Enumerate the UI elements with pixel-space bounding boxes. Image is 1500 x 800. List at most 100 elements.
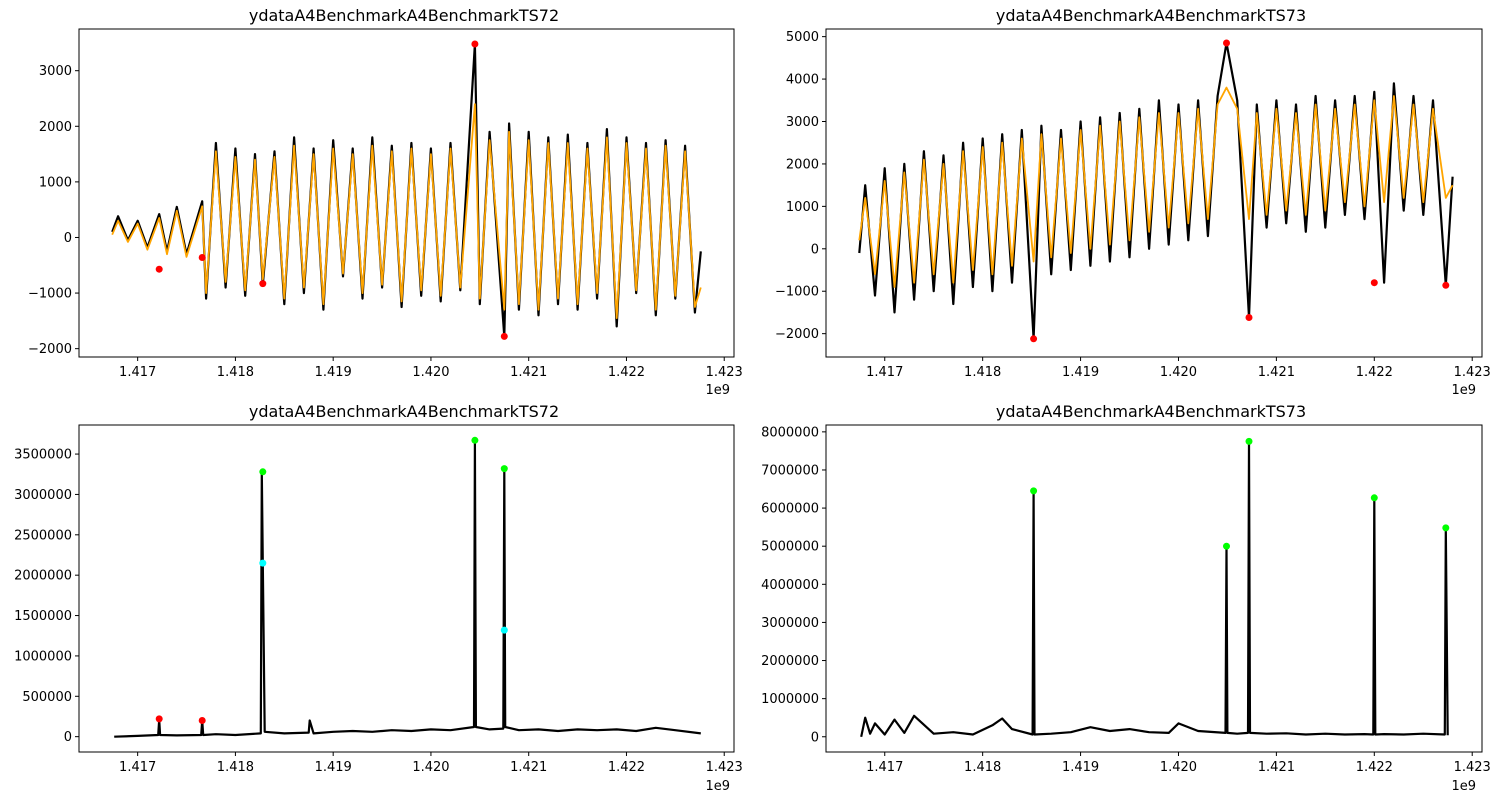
x-tick-label: 1.420 xyxy=(1160,760,1197,775)
x-tick-label: 1.418 xyxy=(217,760,254,775)
axes-frame xyxy=(78,424,735,753)
anomaly-marker xyxy=(1442,281,1450,289)
y-tick-label: 0 xyxy=(64,231,72,246)
anomaly-marker xyxy=(471,436,479,444)
y-tick-label: 1000 xyxy=(786,200,819,215)
y-tick-label: 3000000 xyxy=(761,616,819,631)
series-line-0 xyxy=(114,439,701,738)
y-tick-label: 7000000 xyxy=(761,463,819,478)
chart-panel-ts73-original: ydataA4BenchmarkA4BenchmarkTS73 1e9 1.41… xyxy=(775,6,1491,398)
y-tick-label: −2000 xyxy=(28,342,72,357)
y-tick-label: 1000 xyxy=(39,175,72,190)
y-tick-label: 2000 xyxy=(786,157,819,172)
x-tick-label: 1.421 xyxy=(1258,365,1295,380)
anomaly-marker xyxy=(1223,542,1230,550)
series-line-0 xyxy=(860,440,1449,738)
y-tick-label: 6000000 xyxy=(761,502,819,517)
y-tick-label: −1000 xyxy=(28,287,72,302)
y-tick-label: 1000000 xyxy=(761,692,819,707)
anomaly-marker xyxy=(500,626,508,634)
x-offset-label: 1e9 xyxy=(1451,383,1476,398)
series-line-1 xyxy=(858,86,1454,288)
y-tick-label: 4000000 xyxy=(761,578,819,593)
y-tick-label: 1000000 xyxy=(14,649,72,664)
x-tick-label: 1.418 xyxy=(217,365,254,380)
series-line-0 xyxy=(111,42,702,338)
axes-frame xyxy=(78,28,735,358)
chart-panel-ts72-score: ydataA4BenchmarkA4BenchmarkTS72 1e9 1.41… xyxy=(14,402,743,794)
x-tick-label: 1.417 xyxy=(866,365,903,380)
y-tick-label: 2000000 xyxy=(761,654,819,669)
anomaly-marker xyxy=(1223,39,1230,47)
chart-panel-ts73-score: ydataA4BenchmarkA4BenchmarkTS73 1e9 1.41… xyxy=(761,402,1491,794)
x-tick-label: 1.417 xyxy=(119,760,156,775)
anomaly-marker xyxy=(198,717,206,724)
series-line-1 xyxy=(111,103,702,320)
x-tick-label: 1.423 xyxy=(706,760,743,775)
y-tick-label: −2000 xyxy=(775,327,819,342)
axes-frame xyxy=(825,424,1483,753)
x-tick-label: 1.422 xyxy=(1356,760,1393,775)
x-tick-label: 1.419 xyxy=(315,365,352,380)
y-tick-label: 0 xyxy=(811,242,819,257)
x-tick-label: 1.419 xyxy=(1062,760,1099,775)
x-tick-label: 1.423 xyxy=(1454,365,1491,380)
y-tick-label: 5000000 xyxy=(761,540,819,555)
anomaly-marker xyxy=(155,265,163,273)
anomaly-marker xyxy=(1442,524,1450,532)
y-tick-label: 3000000 xyxy=(14,488,72,503)
anomaly-marker xyxy=(500,465,508,473)
anomaly-marker xyxy=(155,715,163,723)
x-tick-label: 1.423 xyxy=(706,365,743,380)
anomaly-marker xyxy=(198,254,206,261)
anomaly-marker xyxy=(1245,314,1253,321)
x-tick-label: 1.419 xyxy=(315,760,352,775)
x-offset-label: 1e9 xyxy=(1451,779,1476,794)
x-tick-label: 1.417 xyxy=(866,760,903,775)
anomaly-marker xyxy=(1370,494,1378,502)
y-tick-label: 2500000 xyxy=(14,528,72,543)
y-tick-label: 500000 xyxy=(22,690,72,705)
anomaly-marker xyxy=(1030,335,1038,343)
x-tick-label: 1.420 xyxy=(1160,365,1197,380)
x-tick-label: 1.422 xyxy=(1356,365,1393,380)
chart-title: ydataA4BenchmarkA4BenchmarkTS72 xyxy=(249,6,559,25)
anomaly-marker xyxy=(1370,279,1378,287)
y-tick-label: −1000 xyxy=(775,285,819,300)
chart-panel-ts72-original: ydataA4BenchmarkA4BenchmarkTS72 1e9 1.41… xyxy=(28,6,743,398)
x-tick-label: 1.423 xyxy=(1454,760,1491,775)
anomaly-marker xyxy=(259,468,267,476)
y-tick-label: 0 xyxy=(64,730,72,745)
x-tick-label: 1.422 xyxy=(608,760,645,775)
x-tick-label: 1.417 xyxy=(119,365,156,380)
anomaly-marker xyxy=(1030,487,1038,495)
anomaly-marker xyxy=(471,40,479,48)
x-tick-label: 1.421 xyxy=(510,760,547,775)
anomaly-marker xyxy=(500,332,508,340)
chart-title: ydataA4BenchmarkA4BenchmarkTS73 xyxy=(996,6,1306,25)
y-tick-label: 8000000 xyxy=(761,425,819,440)
chart-title: ydataA4BenchmarkA4BenchmarkTS72 xyxy=(249,402,559,421)
x-tick-label: 1.421 xyxy=(510,365,547,380)
y-tick-label: 3000 xyxy=(786,115,819,130)
anomaly-marker xyxy=(259,559,267,567)
y-tick-label: 2000 xyxy=(39,120,72,135)
anomaly-marker xyxy=(259,280,267,288)
y-tick-label: 2000000 xyxy=(14,569,72,584)
y-tick-label: 3000 xyxy=(39,64,72,79)
anomaly-marker xyxy=(1245,437,1253,445)
x-tick-label: 1.422 xyxy=(608,365,645,380)
x-offset-label: 1e9 xyxy=(705,383,730,398)
x-tick-label: 1.421 xyxy=(1258,760,1295,775)
y-tick-label: 4000 xyxy=(786,73,819,88)
y-tick-label: 1500000 xyxy=(14,609,72,624)
y-tick-label: 5000 xyxy=(786,30,819,45)
x-tick-label: 1.420 xyxy=(412,760,449,775)
axes-frame xyxy=(825,28,1483,358)
x-tick-label: 1.420 xyxy=(412,365,449,380)
chart-title: ydataA4BenchmarkA4BenchmarkTS73 xyxy=(996,402,1306,421)
x-tick-label: 1.419 xyxy=(1062,365,1099,380)
x-offset-label: 1e9 xyxy=(705,779,730,794)
y-tick-label: 3500000 xyxy=(14,448,72,463)
